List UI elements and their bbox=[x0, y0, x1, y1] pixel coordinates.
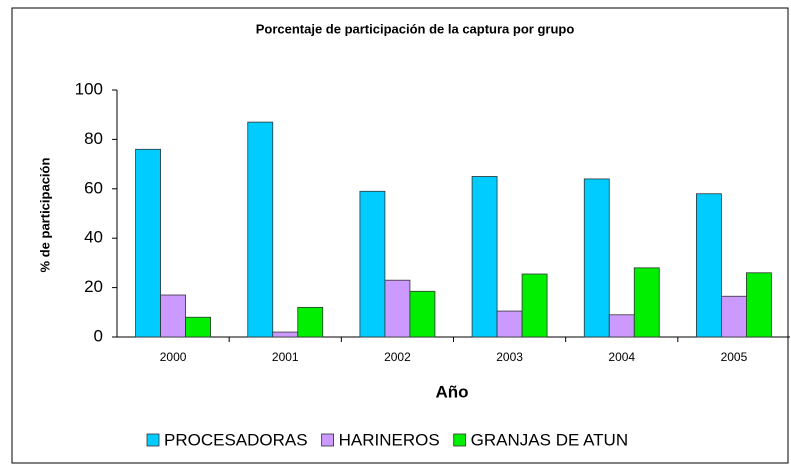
legend-label: GRANJAS DE ATUN bbox=[471, 430, 628, 449]
bar bbox=[135, 148, 161, 338]
bar bbox=[496, 310, 523, 338]
bar bbox=[272, 331, 299, 338]
y-tick-label: 100 bbox=[75, 79, 103, 98]
legend-swatch bbox=[321, 433, 334, 447]
bar bbox=[608, 314, 635, 338]
bar bbox=[247, 121, 274, 338]
bar bbox=[721, 295, 747, 338]
x-axis-title: Año bbox=[435, 382, 468, 401]
x-tick-label: 2005 bbox=[721, 350, 748, 364]
bar bbox=[746, 272, 772, 338]
x-tick-label: 2000 bbox=[160, 350, 187, 364]
legend-swatch bbox=[453, 433, 467, 447]
chart-frame bbox=[11, 7, 789, 464]
bar bbox=[160, 294, 186, 338]
y-tick-label: 20 bbox=[84, 277, 103, 296]
bar bbox=[185, 316, 211, 338]
bar bbox=[696, 193, 722, 338]
y-tick-label: 40 bbox=[84, 228, 103, 247]
bar bbox=[521, 273, 548, 338]
x-tick-label: 2003 bbox=[496, 350, 523, 364]
y-tick-label: 0 bbox=[94, 326, 103, 345]
x-tick-label: 2002 bbox=[384, 350, 411, 364]
y-tick-label: 60 bbox=[84, 178, 103, 197]
bar bbox=[583, 178, 610, 338]
bar bbox=[409, 290, 436, 338]
legend-label: PROCESADORAS bbox=[164, 430, 308, 449]
legend-label: HARINEROS bbox=[339, 430, 440, 449]
x-tick-label: 2004 bbox=[608, 350, 635, 364]
x-tick-label: 2001 bbox=[272, 350, 299, 364]
bar bbox=[471, 176, 498, 338]
y-tick-label: 80 bbox=[84, 129, 103, 148]
chart-title: Porcentaje de participación de la captur… bbox=[256, 21, 575, 36]
bar bbox=[359, 190, 386, 338]
y-axis-title: % de participación bbox=[37, 158, 52, 273]
bar bbox=[633, 267, 660, 338]
bar bbox=[384, 279, 411, 338]
bar bbox=[297, 306, 324, 338]
legend-swatch bbox=[146, 433, 160, 447]
